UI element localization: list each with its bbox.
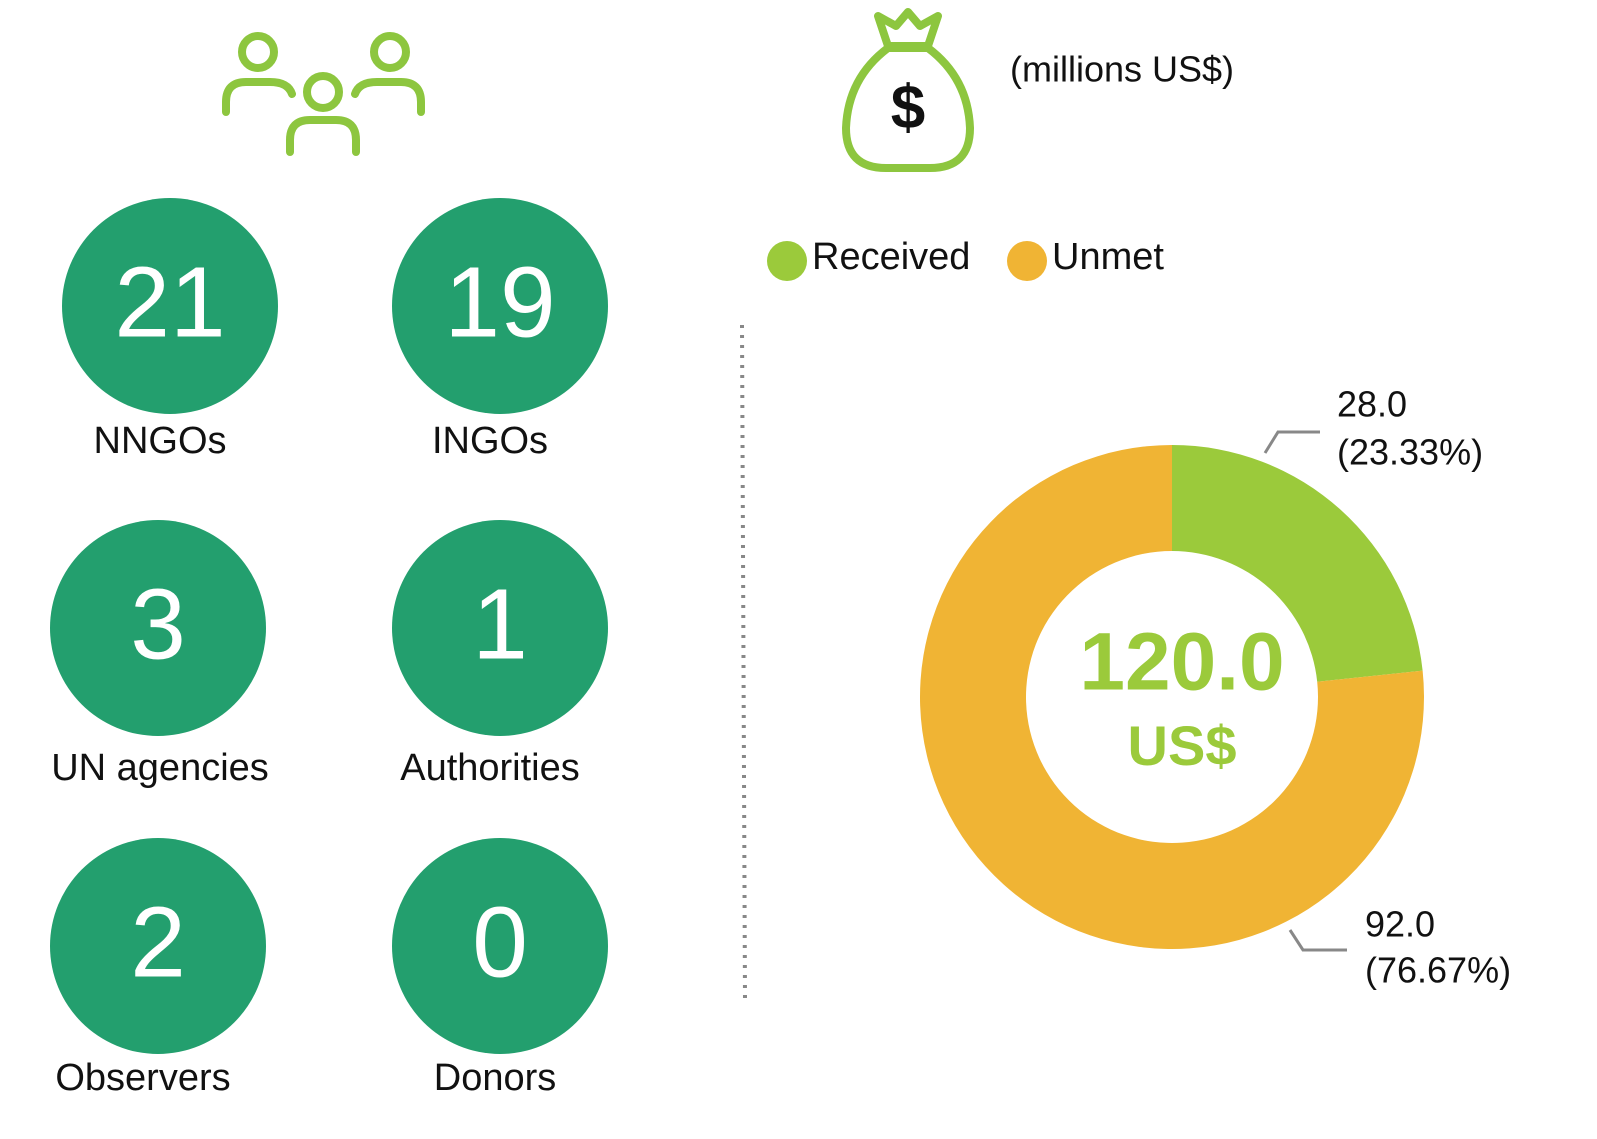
donut-slice xyxy=(1172,445,1423,682)
count-label: NNGOs xyxy=(94,420,227,462)
leader-line xyxy=(1263,430,1320,454)
money-bag-icon: $ xyxy=(842,8,974,172)
leader-line xyxy=(1288,929,1347,952)
divider xyxy=(740,324,747,1001)
count-circle xyxy=(392,198,608,414)
count-label: INGOs xyxy=(432,420,548,462)
subtitle: (millions US$) xyxy=(1010,49,1234,90)
count: 0 xyxy=(472,886,528,998)
legend-label: Received xyxy=(812,236,970,278)
percent-label: (23.33%) xyxy=(1337,432,1483,473)
count-circle xyxy=(392,838,608,1054)
legend-label: Unmet xyxy=(1052,236,1164,278)
count-circle xyxy=(392,520,608,736)
count-label: Donors xyxy=(434,1057,557,1099)
people-icon xyxy=(222,32,425,156)
count: 21 xyxy=(114,246,225,358)
count-label: Authorities xyxy=(400,747,580,789)
count: 2 xyxy=(130,886,186,998)
organizations: 21 NNGOs 19 INGOs 3 UN agencies 1 Authorities 2 O… xyxy=(50,198,608,1099)
count: 19 xyxy=(444,246,555,358)
legend: Received Unmet xyxy=(767,236,1164,281)
svg-text:$: $ xyxy=(891,73,925,142)
count: 1 xyxy=(472,568,528,680)
value-label: 28.0 xyxy=(1337,384,1407,425)
legend-dot xyxy=(1007,241,1047,281)
donut: 28.0 (23.33%) 92.0 (76.67%) 120.0US$ xyxy=(920,384,1511,991)
count-circle xyxy=(62,198,278,414)
count-label: Observers xyxy=(55,1057,230,1099)
percent-label: (76.67%) xyxy=(1365,950,1511,991)
count-circle xyxy=(50,520,266,736)
count-circle xyxy=(50,838,266,1054)
count-label: UN agencies xyxy=(51,747,269,789)
total: 120.0 xyxy=(1079,617,1284,708)
legend-dot xyxy=(767,241,807,281)
donut-slice xyxy=(920,445,1424,949)
value-label: 92.0 xyxy=(1365,904,1435,945)
count: 3 xyxy=(130,568,186,680)
total-unit: US$ xyxy=(1128,714,1237,777)
